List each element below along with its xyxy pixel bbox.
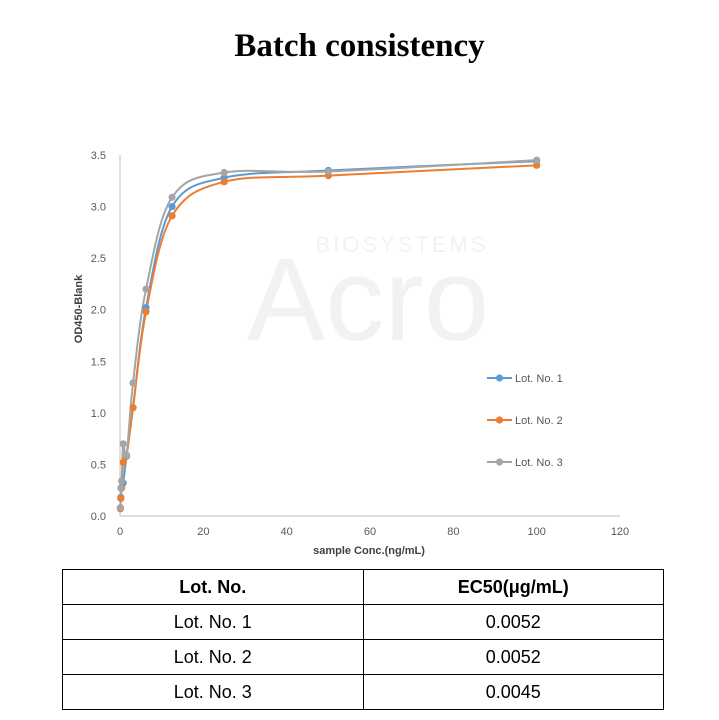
- data-point-lot-3: [117, 484, 125, 492]
- table-row: Lot. No. 3 0.0045: [62, 674, 664, 710]
- x-tick-label: 60: [364, 526, 376, 538]
- x-tick-label: 100: [527, 526, 545, 538]
- table-cell-ec50: 0.0045: [362, 674, 664, 710]
- data-point-lot-1: [168, 202, 176, 211]
- table-cell-ec50: 0.0052: [362, 639, 664, 675]
- data-point-lot-3: [129, 379, 137, 387]
- table-cell-lot: Lot. No. 1: [62, 604, 364, 640]
- y-tick-label: 1.5: [91, 356, 106, 368]
- data-point-lot-3: [533, 156, 541, 164]
- ec50-table: Lot. No. EC50(μg/mL) Lot. No. 1 0.0052 L…: [62, 569, 664, 710]
- y-tick-label: 0.5: [91, 459, 106, 471]
- table-cell-lot: Lot. No. 3: [62, 674, 364, 710]
- data-point-lot-3: [119, 440, 127, 448]
- legend-label-lot-3: Lot. No. 3: [515, 457, 563, 469]
- legend: Lot. No. 1 Lot. No. 2 Lot. No. 3: [487, 373, 563, 469]
- y-tick-label: 3.5: [91, 150, 106, 162]
- watermark-subtitle: BIOSYSTEMS: [315, 232, 488, 257]
- page-title: Batch consistency: [234, 28, 485, 64]
- data-point-lot-2: [119, 458, 127, 466]
- data-point-lot-2: [129, 404, 137, 412]
- x-tick-label: 120: [611, 526, 629, 538]
- watermark: BIOSYSTEMS Acro: [247, 232, 490, 366]
- data-point-lot-3: [116, 504, 125, 512]
- data-point-lot-2: [220, 178, 228, 186]
- data-point-lot-3: [118, 477, 126, 485]
- legend-label-lot-1: Lot. No. 1: [515, 373, 563, 385]
- x-axis-title: sample Conc.(ng/mL): [313, 545, 425, 557]
- data-point-lot-3: [142, 285, 150, 293]
- legend-marker-lot-1: [495, 374, 504, 382]
- data-point-lot-2: [533, 161, 541, 169]
- legend-marker-lot-2: [495, 416, 504, 424]
- data-point-lot-3: [122, 451, 131, 459]
- data-point-lot-2: [117, 494, 125, 503]
- x-tick-label: 80: [447, 526, 459, 538]
- y-tick-label: 2.0: [91, 305, 106, 317]
- table-row: Lot. No. 1 0.0052: [62, 604, 664, 640]
- table-row: Lot. No. 2 0.0052: [62, 639, 664, 675]
- legend-label-lot-2: Lot. No. 2: [515, 415, 563, 427]
- data-point-lot-3: [324, 167, 332, 176]
- series-points: [116, 156, 541, 513]
- x-tick-label: 40: [281, 526, 293, 538]
- x-tick-label: 0: [117, 526, 123, 538]
- table-header-row: Lot. No. EC50(μg/mL): [62, 569, 664, 605]
- y-tick-label: 3.0: [91, 202, 106, 214]
- data-point-lot-3: [168, 193, 176, 201]
- y-tick-label: 0.0: [91, 511, 106, 523]
- y-tick-label: 2.5: [91, 253, 106, 265]
- axes: 0 20 40 60 80 100 120 0.0 0.5 1.0 1.5 2.0 2.5 3.0 3.5: [91, 150, 629, 538]
- x-tick-label: 20: [197, 526, 209, 538]
- y-tick-label: 1.0: [91, 408, 106, 420]
- data-point-lot-3: [220, 168, 228, 177]
- y-axis-title: OD450-Blank: [73, 274, 85, 343]
- data-point-lot-2: [168, 212, 176, 220]
- watermark-brand: Acro: [247, 234, 490, 366]
- legend-marker-lot-3: [495, 458, 504, 466]
- data-point-lot-2: [142, 308, 150, 316]
- table-cell-lot: Lot. No. 2: [62, 639, 364, 675]
- header-lot: Lot. No.: [62, 569, 364, 605]
- table-cell-ec50: 0.0052: [362, 604, 664, 640]
- batch-consistency-chart: BIOSYSTEMS Acro 0 20 40 60 80 100 120 0.0 0.5 1.0…: [73, 150, 629, 557]
- header-ec50: EC50(μg/mL): [362, 569, 664, 605]
